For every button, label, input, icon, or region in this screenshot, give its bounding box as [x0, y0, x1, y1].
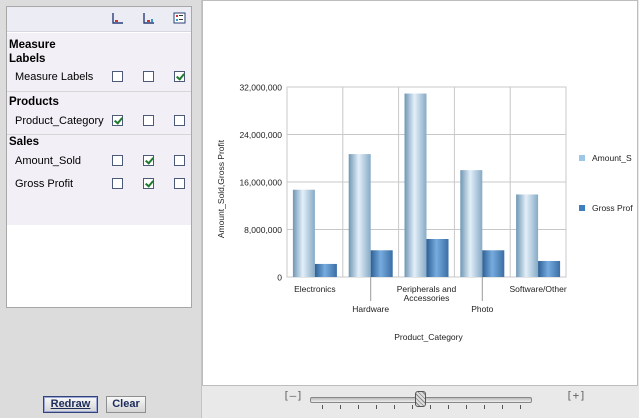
field-checkbox[interactable] [112, 115, 123, 126]
y-tick-label: 8,000,000 [244, 225, 282, 235]
y-tick-label: 0 [277, 273, 282, 283]
x-axis-label: Product_Category [394, 332, 463, 342]
slider-tick [430, 405, 431, 409]
bar-chart: 0 8,000,000 16,000,000 24,000,000 32,000,000… [216, 83, 633, 343]
x-tick-label: Software/Other [510, 284, 567, 294]
slider-tick [484, 405, 485, 409]
field-checkbox[interactable] [174, 178, 185, 189]
slider-tick [412, 405, 413, 409]
legend-label: Amount_S [592, 153, 632, 163]
field-checkbox[interactable] [174, 155, 185, 166]
x-tick-label: Hardware [352, 304, 389, 314]
field-group [7, 135, 191, 225]
field-label: Product_Category [15, 115, 104, 127]
field-panel: Measure Labels Measure Labels Products Produ… [6, 6, 192, 308]
field-label: Amount_Sold [15, 155, 82, 167]
chart-area: 0 8,000,000 16,000,000 24,000,000 32,000,000… [202, 0, 638, 386]
zoom-out-button[interactable]: [–] [283, 389, 303, 402]
bar-gross-profit [314, 263, 337, 277]
bar-amount-sold [292, 189, 315, 277]
bar-gross-profit [370, 250, 393, 277]
slider-tick [520, 405, 521, 409]
bar-gross-profit [426, 239, 449, 277]
bar-amount-sold [460, 170, 483, 277]
slider-tick [322, 405, 323, 409]
y-tick-label: 32,000,000 [239, 83, 282, 93]
field-checkbox[interactable] [143, 155, 154, 166]
slider-tick [448, 405, 449, 409]
field-row: Product_Category [7, 111, 191, 133]
field-label: Measure Labels [15, 71, 94, 83]
field-checkbox[interactable] [112, 71, 123, 82]
group-divider [7, 91, 191, 92]
field-checkbox[interactable] [174, 71, 185, 82]
field-group-title-line: Labels [9, 53, 46, 65]
field-group [7, 33, 191, 91]
column-icon-row [7, 7, 191, 32]
y-tick-label: 24,000,000 [239, 130, 282, 140]
bar-gross-profit [482, 250, 505, 277]
field-checkbox[interactable] [112, 155, 123, 166]
x-tick-label: Peripherals and [397, 284, 457, 294]
slider-tick [340, 405, 341, 409]
x-tick-label: Photo [471, 304, 493, 314]
slider-tick [394, 405, 395, 409]
bar-amount-sold [348, 154, 371, 277]
y-axis-label: Amount_Sold,Gross Profit [216, 139, 226, 238]
x-tick-label: Accessories [404, 293, 450, 303]
field-group [7, 92, 191, 135]
field-group-title-line: Measure [9, 39, 56, 51]
bar-gross-profit [538, 260, 561, 277]
series-axis-icon[interactable] [142, 12, 155, 24]
legend-swatch [579, 155, 585, 161]
field-checkbox[interactable] [143, 178, 154, 189]
redraw-button[interactable]: Redraw [43, 396, 98, 413]
x-tick-label: Electronics [294, 284, 336, 294]
zoom-in-button[interactable]: [+] [566, 389, 586, 402]
bar-amount-sold [404, 93, 427, 277]
bar-amount-sold [516, 194, 539, 277]
field-row: Amount_Sold [7, 151, 191, 173]
legend-filter-icon[interactable] [173, 12, 186, 24]
slider-tick [502, 405, 503, 409]
zoom-slider-thumb[interactable] [415, 391, 426, 407]
field-checkbox[interactable] [143, 71, 154, 82]
slider-tick [466, 405, 467, 409]
clear-button[interactable]: Clear [106, 396, 146, 413]
field-row: Measure Labels [7, 67, 191, 89]
field-group-title: Measure Labels [9, 38, 56, 66]
y-tick-label: 16,000,000 [239, 178, 282, 188]
legend-label: Gross Prof [592, 203, 633, 213]
field-checkbox[interactable] [112, 178, 123, 189]
field-label: Gross Profit [15, 178, 74, 190]
slider-tick [358, 405, 359, 409]
group-divider [7, 134, 191, 135]
field-group-title: Products [9, 96, 59, 108]
field-checkbox[interactable] [143, 115, 154, 126]
zoom-bar: [–] [+] [202, 386, 639, 418]
legend-swatch [579, 205, 585, 211]
field-row: Gross Profit [7, 174, 191, 196]
field-checkbox[interactable] [174, 115, 185, 126]
left-sidebar: Measure Labels Measure Labels Products Produ… [0, 0, 202, 418]
field-group-title: Sales [9, 136, 40, 148]
x-axis-icon[interactable] [111, 12, 124, 24]
slider-tick [376, 405, 377, 409]
